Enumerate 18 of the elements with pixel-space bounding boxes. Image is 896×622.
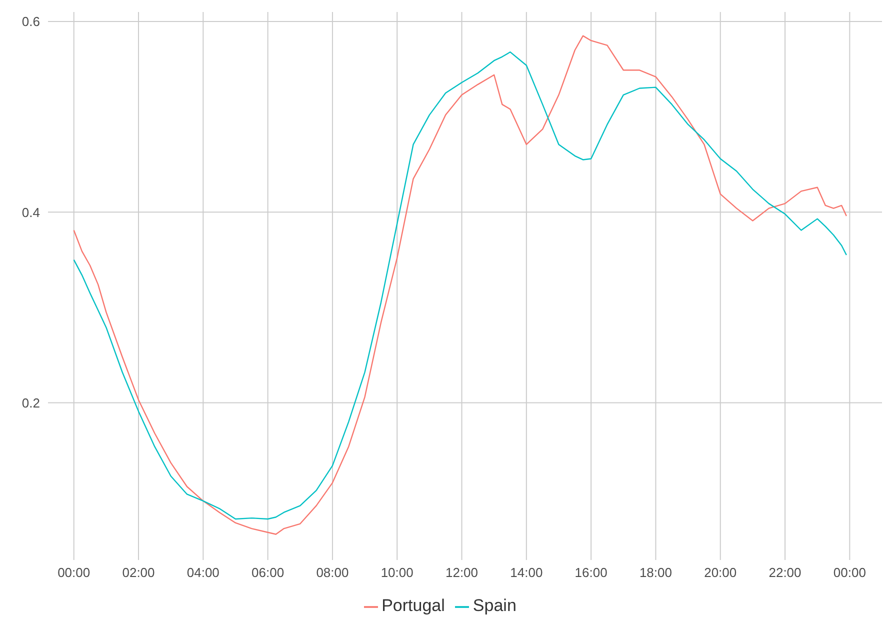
x-tick-label: 02:00 xyxy=(122,565,155,580)
legend-label: Spain xyxy=(472,596,516,615)
y-tick-label: 0.2 xyxy=(22,395,40,410)
x-tick-label: 20:00 xyxy=(704,565,737,580)
x-tick-label: 18:00 xyxy=(639,565,672,580)
legend-label: Portugal xyxy=(382,596,445,615)
x-tick-label: 04:00 xyxy=(186,565,220,580)
y-tick-label: 0.6 xyxy=(22,14,40,30)
x-tick-label: 10:00 xyxy=(380,565,414,580)
x-tick-label: 06:00 xyxy=(252,565,284,580)
x-tick-label: 16:00 xyxy=(574,565,608,580)
x-tick-label: 22:00 xyxy=(768,565,802,580)
x-tick-label: 08:00 xyxy=(316,565,349,580)
y-tick-label: 0.4 xyxy=(22,204,40,220)
x-tick-label: 14:00 xyxy=(510,565,543,580)
x-tick-label: 00:00 xyxy=(58,565,90,580)
x-tick-label: 00:00 xyxy=(833,565,866,580)
x-tick-label: 12:00 xyxy=(445,565,478,580)
